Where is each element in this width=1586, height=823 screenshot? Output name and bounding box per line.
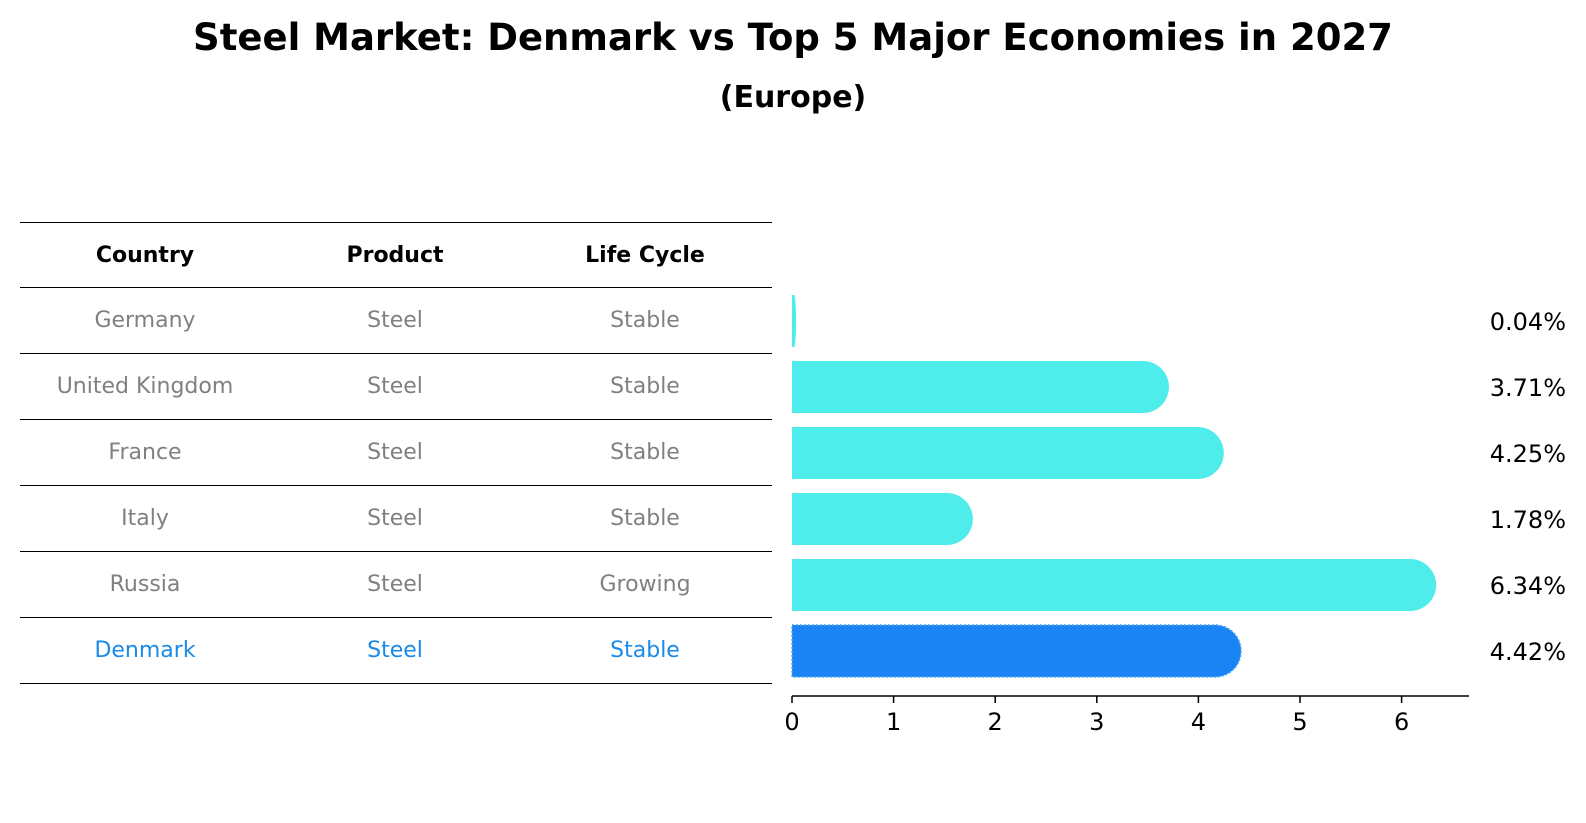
x-tick-label: 2: [988, 708, 1003, 736]
value-label: 4.25%: [1490, 440, 1566, 468]
x-axis: 0 1 2 3 4 5 6: [784, 695, 1469, 736]
bar-russia: [792, 559, 1437, 611]
product-cell: Steel: [367, 308, 423, 333]
header-product: Product: [346, 242, 444, 268]
x-tick-label: 3: [1089, 708, 1104, 736]
chart-subtitle: (Europe): [719, 80, 867, 115]
product-cell: Steel: [367, 572, 423, 597]
value-labels-layer: 0.04% 3.71% 4.25% 1.78% 6.34% 4.42%: [1490, 308, 1566, 666]
chart-title: Steel Market: Denmark vs Top 5 Major Eco…: [193, 16, 1393, 59]
table-row-highlighted: Denmark Steel Stable: [20, 618, 772, 684]
product-cell: Steel: [367, 440, 423, 465]
table-header-row: Country Product Life Cycle: [20, 222, 772, 288]
x-tick-label: 0: [784, 708, 799, 736]
table-row: France Steel Stable: [20, 420, 772, 486]
table-row: Germany Steel Stable: [20, 288, 772, 354]
table-row: Italy Steel Stable: [20, 486, 772, 552]
value-label: 0.04%: [1490, 308, 1566, 336]
life-cycle-cell: Stable: [610, 374, 680, 399]
life-cycle-cell: Stable: [610, 506, 680, 531]
value-label: 6.34%: [1490, 572, 1566, 600]
bar-italy: [792, 493, 973, 545]
value-label: 4.42%: [1490, 638, 1566, 666]
header-life-cycle: Life Cycle: [585, 242, 705, 268]
value-label: 1.78%: [1490, 506, 1566, 534]
country-table: Country Product Life Cycle Germany Steel…: [20, 222, 772, 684]
bars-layer: [791, 295, 1437, 678]
life-cycle-cell: Stable: [610, 440, 680, 465]
country-cell: Italy: [121, 506, 169, 531]
table-row: Russia Steel Growing: [20, 552, 772, 618]
bar-germany: [792, 295, 797, 347]
x-tick-label: 5: [1292, 708, 1307, 736]
x-tick-label: 1: [886, 708, 901, 736]
life-cycle-cell: Growing: [599, 572, 691, 597]
value-label: 3.71%: [1490, 374, 1566, 402]
country-cell: Denmark: [94, 638, 196, 663]
bar-united-kingdom: [792, 361, 1169, 413]
life-cycle-cell: Stable: [610, 638, 680, 663]
country-cell: Russia: [109, 572, 181, 597]
product-cell: Steel: [367, 506, 423, 531]
country-cell: France: [108, 440, 182, 465]
country-cell: Germany: [94, 308, 196, 333]
header-country: Country: [95, 242, 195, 268]
table-row: United Kingdom Steel Stable: [20, 354, 772, 420]
country-cell: United Kingdom: [56, 374, 234, 399]
x-tick-label: 4: [1191, 708, 1206, 736]
bar-france: [792, 427, 1224, 479]
x-tick-label: 6: [1394, 708, 1409, 736]
product-cell: Steel: [367, 374, 423, 399]
life-cycle-cell: Stable: [610, 308, 680, 333]
bar-denmark: [791, 624, 1242, 678]
product-cell: Steel: [367, 638, 423, 663]
